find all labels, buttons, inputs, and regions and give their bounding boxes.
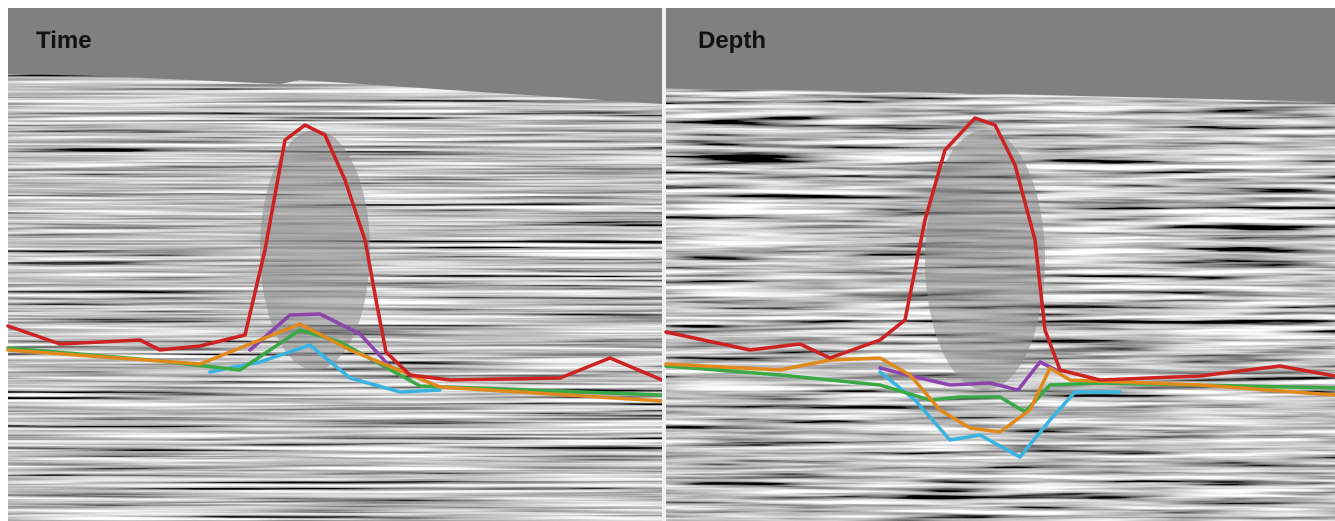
time-panel: Time xyxy=(6,8,664,521)
horizon xyxy=(248,312,397,374)
panel-title: Time xyxy=(36,27,92,54)
horizon xyxy=(6,123,664,382)
horizon xyxy=(664,364,1335,414)
horizon xyxy=(664,116,1335,382)
panel-title: Depth xyxy=(698,27,766,54)
depth-panel: Depth xyxy=(664,8,1335,521)
divider xyxy=(662,8,666,521)
seismic-texture xyxy=(666,88,1335,521)
horizon xyxy=(878,370,1122,459)
horizon xyxy=(878,360,1062,392)
seismic-texture xyxy=(8,74,662,521)
horizon xyxy=(664,356,1335,434)
horizon xyxy=(6,322,664,403)
